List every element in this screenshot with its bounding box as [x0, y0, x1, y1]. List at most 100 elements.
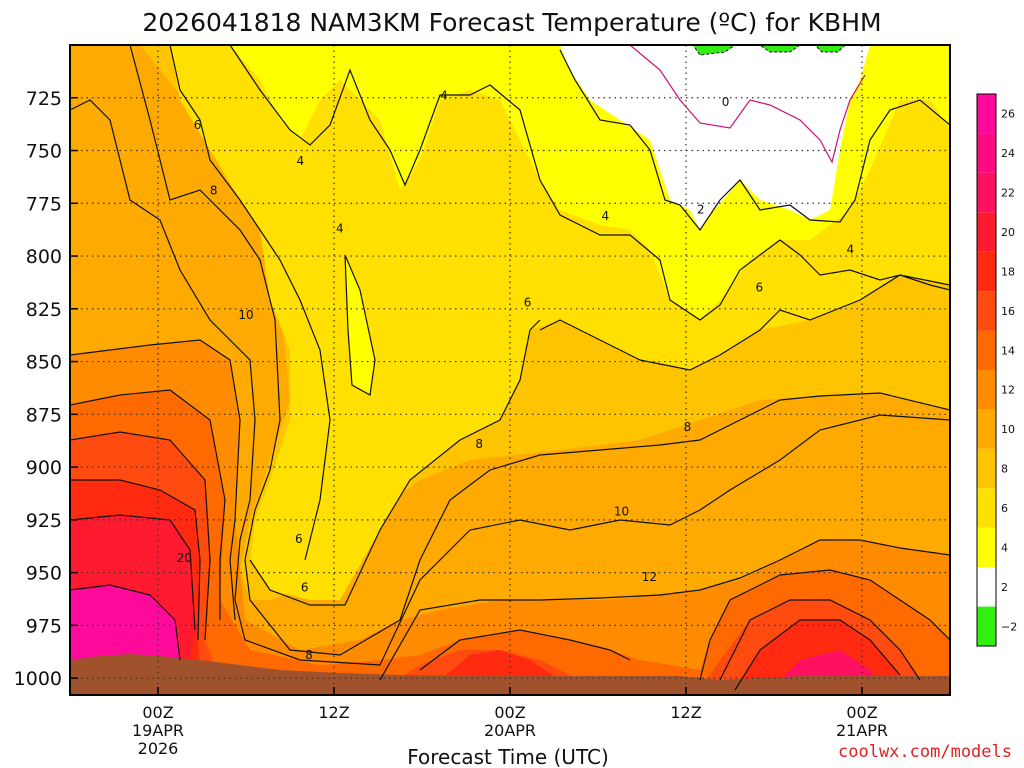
x-axis-label: Forecast Time (UTC) — [407, 745, 609, 768]
colorbar-tick-label: 12 — [1001, 384, 1015, 397]
isotherm-6 — [169, 45, 331, 561]
y-tick-label: 925 — [26, 510, 62, 532]
isotherm-14-c — [699, 569, 950, 681]
isotherm-2 — [559, 49, 950, 232]
contour-label: 6 — [295, 532, 303, 546]
colorbar-tick-label: 24 — [1001, 147, 1015, 160]
contour-labels: 0 2 4 4 4 4 4 6 6 6 6 6 8 8 8 8 10 10 12 20 — [177, 89, 854, 662]
colorbar-tick-label: 10 — [1001, 423, 1015, 436]
contour-label: 8 — [210, 184, 218, 198]
contour-label: 4 — [602, 209, 610, 223]
colorbar-swatch — [977, 133, 996, 173]
band-below-0-b — [759, 45, 801, 53]
colorbar-frame — [976, 93, 997, 647]
band-14-16 — [70, 390, 950, 695]
isotherm-4 — [229, 45, 950, 321]
contour-label: 0 — [722, 95, 730, 109]
colorbar-swatch — [977, 409, 996, 449]
colorbar-tick-label: 26 — [1001, 108, 1015, 121]
ground-surface — [70, 654, 950, 695]
y-tick-label: 950 — [26, 563, 62, 585]
isotherm-22 — [70, 584, 181, 661]
colorbar-swatch — [977, 291, 996, 331]
isotherm-4-island — [344, 254, 376, 396]
colorbar-swatch — [977, 172, 996, 213]
y-tick-label: 850 — [26, 352, 62, 374]
grid-lines — [70, 45, 950, 695]
contour-label: 4 — [440, 89, 448, 103]
colorbar-tick-label: 6 — [1001, 502, 1008, 515]
contour-label: 10 — [614, 504, 629, 518]
contour-label: 2 — [697, 203, 705, 217]
band-18-20-b — [440, 650, 560, 680]
contour-label: 12 — [642, 570, 657, 584]
contour-label: 4 — [336, 222, 344, 236]
colorbar-swatch — [977, 448, 996, 489]
colorbar-swatch — [977, 94, 996, 134]
isotherm-16 — [70, 431, 211, 641]
band-4-6-isolated — [345, 255, 375, 395]
isotherm-zero — [629, 45, 866, 164]
y-axis: 725 750 775 800 825 850 875 900 925 950 975 1000 — [14, 88, 78, 690]
contour-label: 8 — [475, 437, 483, 451]
colorbar-tick-label: 16 — [1001, 305, 1015, 318]
chart-title: 2026041818 NAM3KM Forecast Temperature (… — [142, 8, 881, 37]
isotherm-16-b — [719, 599, 921, 681]
y-tick-label: 1000 — [14, 668, 62, 690]
colorbar-tick-label: 18 — [1001, 265, 1015, 278]
x-tick-label: 19APR — [132, 721, 184, 740]
band-below-0-c — [814, 45, 846, 53]
isotherm-12 — [70, 339, 241, 621]
colorbar-tick-label: 20 — [1001, 226, 1015, 239]
contour-label: 4 — [296, 154, 304, 168]
y-tick-label: 875 — [26, 404, 62, 426]
y-tick-label: 900 — [26, 457, 62, 479]
x-tick-label: 12Z — [670, 703, 701, 722]
isotherm-12-b — [379, 539, 950, 681]
contour-label: 6 — [524, 295, 532, 309]
isotherm-14-b — [419, 629, 631, 671]
colorbar-swatch — [977, 488, 996, 528]
isotherm-8 — [129, 45, 281, 601]
band-below-0 — [692, 45, 736, 56]
colorbar-tick-label: −2 — [1001, 620, 1017, 633]
colorbar-swatch — [977, 251, 996, 292]
isotherm-18-b — [734, 619, 901, 691]
y-tick-label: 725 — [26, 88, 62, 110]
colorbar-swatch — [977, 330, 996, 370]
contour-label: 10 — [238, 308, 253, 322]
isotherm-18 — [70, 479, 201, 641]
isotherm-8-b — [249, 392, 950, 656]
x-tick-label: 21APR — [836, 721, 888, 740]
colorbar-tick-label: 14 — [1001, 344, 1015, 357]
colorbar-swatch — [977, 567, 996, 607]
isotherm-14 — [70, 389, 226, 620]
contour-label: 6 — [756, 281, 764, 295]
colorbar-swatch — [977, 527, 996, 568]
x-tick-label: 00Z — [142, 703, 173, 722]
contour-label: 20 — [177, 551, 192, 565]
temperature-fill-layers — [70, 45, 950, 695]
x-tick-label: 00Z — [494, 703, 525, 722]
y-tick-label: 800 — [26, 246, 62, 268]
contour-label: 8 — [305, 648, 313, 662]
isotherm-6-c — [249, 319, 541, 606]
y-tick-label: 775 — [26, 193, 62, 215]
colorbar-tick-label: 2 — [1001, 581, 1008, 594]
colorbar-swatch — [977, 370, 996, 410]
colorbar-tick-label: 8 — [1001, 463, 1008, 476]
isotherm-6-b — [539, 274, 950, 371]
contour-label: 4 — [846, 243, 854, 257]
colorbar-tick-label: 4 — [1001, 541, 1008, 554]
band-2-4 — [560, 45, 870, 230]
y-tick-label: 750 — [26, 141, 62, 163]
site-credit: coolwx.com/models — [838, 742, 1012, 762]
x-tick-label: 2026 — [138, 739, 179, 758]
contour-label: 6 — [301, 580, 309, 594]
x-tick-label: 12Z — [318, 703, 349, 722]
colorbar-tick-label: 22 — [1001, 187, 1015, 200]
y-tick-label: 825 — [26, 299, 62, 321]
contour-label: 8 — [684, 420, 692, 434]
